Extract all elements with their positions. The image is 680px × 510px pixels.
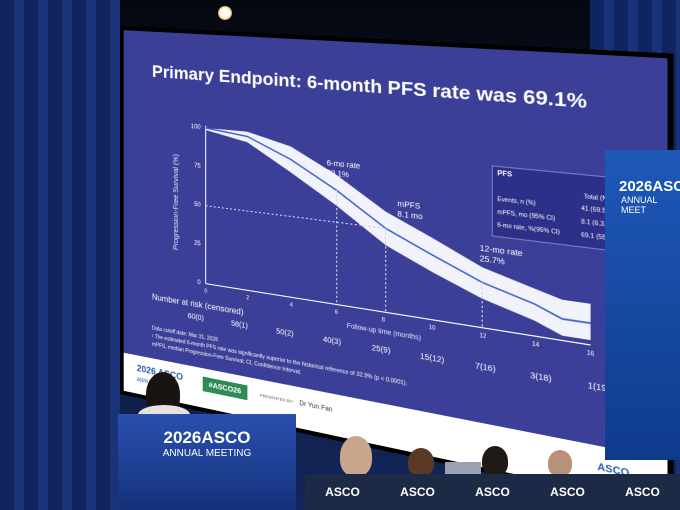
at-risk-value: 25(9) xyxy=(372,344,391,355)
presented-by: PRESENTED BY: xyxy=(260,393,294,404)
table-sign: ASCO xyxy=(475,485,510,499)
x-tick-label: 12 xyxy=(479,332,486,340)
panelist xyxy=(340,436,372,476)
x-tick-label: 2 xyxy=(246,295,249,302)
podium: 2026ASCO ANNUAL MEETING xyxy=(118,414,296,510)
at-risk-value: 50(2) xyxy=(276,328,293,339)
table-header: PFS xyxy=(497,170,512,179)
at-risk-value: 58(1) xyxy=(231,320,248,331)
y-axis-label: Progression-Free Survival (%) xyxy=(173,154,180,251)
annotation-label: mPFS xyxy=(397,200,421,211)
laptop xyxy=(445,462,481,476)
x-tick-label: 6 xyxy=(335,309,338,316)
annotation-label: 6-mo rate xyxy=(327,159,361,170)
x-tick-label: 10 xyxy=(429,324,436,332)
y-tick-label: 50 xyxy=(194,202,201,209)
x-tick-label: 0 xyxy=(204,288,207,295)
at-risk-value: 40(3) xyxy=(323,336,341,347)
curtain xyxy=(0,0,120,510)
stage-light xyxy=(218,6,232,20)
screen: Primary Endpoint: 6-month PFS rate was 6… xyxy=(120,26,674,510)
x-tick-label: 8 xyxy=(382,316,386,324)
podium-sub: ANNUAL MEETING xyxy=(162,448,252,459)
table-sign: ASCO xyxy=(625,485,660,499)
panelist xyxy=(408,448,434,476)
table-column: Total (N=59) xyxy=(584,193,622,205)
at-risk-value: 3(18) xyxy=(530,372,551,384)
table-sign: ASCO xyxy=(325,485,360,499)
y-tick-label: 75 xyxy=(194,163,201,170)
x-tick-label: 14 xyxy=(532,341,540,350)
panelist xyxy=(482,446,508,476)
podium-logo: 2026ASCO xyxy=(163,428,251,447)
x-tick-label: 4 xyxy=(290,302,293,309)
at-risk-value: 60(0) xyxy=(188,312,204,322)
panel-table: ASCO ASCO ASCO ASCO ASCO xyxy=(305,474,680,510)
table-box xyxy=(492,166,650,256)
annotation-value: 69.1% xyxy=(327,169,349,179)
slide: Primary Endpoint: 6-month PFS rate was 6… xyxy=(123,30,668,507)
y-tick-label: 25 xyxy=(194,240,201,247)
table-cell: Events, n (%) xyxy=(497,196,536,208)
panelist xyxy=(548,450,572,476)
y-tick-label: 100 xyxy=(191,124,201,131)
table-sign: ASCO xyxy=(400,485,435,499)
y-tick-label: 0 xyxy=(197,280,200,287)
at-risk-value: 1(19) xyxy=(588,382,610,395)
banner-logo: 2026ASCO xyxy=(619,178,680,195)
table-sign: ASCO xyxy=(550,485,585,499)
table-cell: 41 (69.5) xyxy=(581,205,609,216)
annotation-value: 25.7% xyxy=(480,255,505,267)
annotation-value: 8.1 mo xyxy=(397,210,423,221)
banner-sub: ANNUAL MEET xyxy=(621,195,658,215)
at-risk-value: 15(12) xyxy=(420,353,444,366)
x-tick-label: 16 xyxy=(587,349,595,358)
side-banner: 2026ASCO ANNUAL MEET xyxy=(605,150,680,460)
at-risk-value: 7(16) xyxy=(475,362,496,374)
